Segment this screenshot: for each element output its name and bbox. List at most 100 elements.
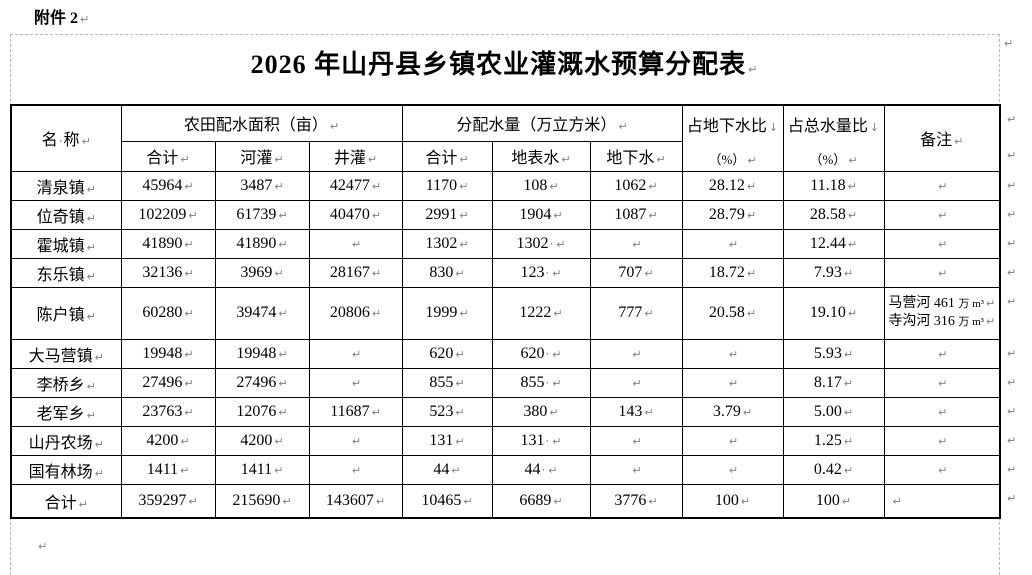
table-cell: 777 ↵ [589,286,683,340]
table-cell: 27496 ↵ [120,367,216,398]
pilcrow-mark: ↵ [740,494,751,508]
cell-text: 6689 [519,491,552,509]
cell-text: 3.79 [712,402,741,420]
pilcrow-mark: ↵ [351,376,362,390]
pilcrow-mark: ↵ [351,347,362,361]
pilcrow-mark: ↵ [1007,237,1017,250]
table-cell: 523 ↵ [401,396,493,427]
cell-text: 28.12 [708,176,745,194]
cell-text: 28.58 [809,205,846,223]
pilcrow-mark: ↵ [938,434,948,448]
header-volume-surface-text: 地表水 [511,150,560,167]
space-dot-mark: · [545,265,550,280]
pilcrow-mark: ↵ [748,63,758,76]
table-cell: 131· ↵ [491,425,591,456]
table-cell: 41890 ↵ [214,228,310,259]
header-area-river: 河灌 ↵ [214,140,310,172]
pilcrow-mark: ↵ [843,347,854,361]
cell-text: 215690 [232,491,281,509]
cell-text: 855 [429,373,454,391]
pilcrow-mark: ↵ [1007,113,1017,126]
table-cell: ↵ [589,425,683,456]
table-cell: 1170 ↵ [401,170,493,201]
cell-text: 1904 [519,205,552,223]
cell-text: 143 [618,402,643,420]
cell-text: 19948 [142,344,183,362]
header-volume-total-text: 合计 [425,150,458,167]
table-cell: 41890 ↵ [120,228,216,259]
pct-groundwater-title-text: 占地下水比 [686,118,767,136]
table-cell: ↵ [883,338,1001,369]
linebreak-mark: ↓ [768,121,779,135]
pilcrow-mark: ↵ [938,179,948,193]
cell-text: 3969 [240,263,273,281]
table-cell: 3487 ↵ [214,170,310,201]
pilcrow-mark: ↵ [278,208,288,222]
pilcrow-mark: ↵ [94,437,104,451]
pilcrow-mark: ↵ [81,135,91,149]
cell-text: 102209 [138,205,187,223]
pilcrow-mark: ↵ [180,434,190,448]
cell-text: 28.79 [708,205,745,223]
cell-text: 45964 [142,176,183,194]
pilcrow-mark: ↵ [552,266,562,280]
table-cell: ↵ [589,338,683,369]
cell-text: 12.44 [809,234,846,252]
table-cell: 28.58 ↵ [782,199,885,230]
table-cell: 40470 ↵ [308,199,403,230]
table-cell: 1999 ↵ [401,286,493,340]
pilcrow-mark: ↵ [938,347,948,361]
table-cell: 18.72 ↵ [681,257,784,288]
space-dot-mark: · [549,236,554,251]
table-cell: 1302 ↵ [401,228,493,259]
cell-text: 20806 [329,304,370,321]
cell-text: 1.25 [813,431,842,449]
cell-text: 1302 [425,234,458,252]
table-cell: 855· ↵ [491,367,591,398]
pilcrow-mark: ↵ [78,497,88,511]
pilcrow-mark: ↵ [459,153,469,166]
space-dot-mark: · [545,433,550,448]
table-cell: 620· ↵ [491,338,591,369]
table-cell: ↵ [883,425,1001,456]
table-cell: 1.25 ↵ [782,425,885,456]
table-cell: 19.10 ↵ [782,286,885,340]
table-cell: ↵ [681,367,784,398]
pilcrow-mark: ↵ [188,208,198,222]
table-cell: 215690 ↵ [214,483,310,519]
pilcrow-mark: ↵ [548,463,558,477]
table-cell: 707 ↵ [589,257,683,288]
pilcrow-mark: ↵ [455,266,465,280]
table-row: 国有林场 ↵ 1411 ↵ 1411 ↵ ↵ 44 ↵ 44· ↵ ↵ ↵ 0.42 ↵ ↵ ↵ [10,454,1030,485]
table-cell: ↵ [589,228,683,259]
pilcrow-mark: ↵ [274,434,284,448]
header-row-1: 名·称 ↵ 农田配水面积（亩） ↵ 分配水量（万立方米） ↵ 占地下水比 ↓ （%） ↵ … [10,104,1030,172]
pilcrow-mark: ↵ [938,463,948,477]
cell-text: 28167 [329,263,370,281]
pilcrow-mark: ↵ [184,376,194,390]
pilcrow-mark: ↵ [274,266,284,280]
table-cell: 143607 ↵ [308,483,403,519]
cell-text: 4200 [240,431,273,449]
cell-text: 霍城镇 [36,237,85,255]
cell-text: 老军乡 [36,405,85,423]
cell-text: 1222 [519,304,552,321]
end-of-row-mark: ↵ [1000,484,1030,518]
table-cell: 123· ↵ [491,257,591,288]
pilcrow-mark: ↵ [1007,266,1017,279]
cell-text: 23763 [142,402,183,420]
table-cell: 102209 ↵ [120,199,216,230]
table-cell: ↵ [883,396,1001,427]
pilcrow-mark: ↵ [847,208,858,222]
pilcrow-mark: ↵ [632,376,642,390]
table-cell: 4200 ↵ [120,425,216,456]
table-cell: 1062 ↵ [589,170,683,201]
cell-text: 131 [520,431,545,449]
irrigation-budget-table: 名·称 ↵ 农田配水面积（亩） ↵ 分配水量（万立方米） ↵ 占地下水比 ↓ （%） ↵ … [10,104,1031,519]
cell-text: 1302 [516,234,549,252]
table-row: 山丹农场 ↵ 4200 ↵ 4200 ↵ ↵ 131 ↵ 131· ↵ ↵ ↵ 1.25 ↵ ↵ ↵ [10,425,1030,456]
end-of-row-mark: ↵ [1000,426,1030,455]
cell-text: 山丹农场 [28,434,93,452]
pilcrow-mark: ↵ [184,237,194,251]
pilcrow-mark: ↵ [188,494,198,508]
